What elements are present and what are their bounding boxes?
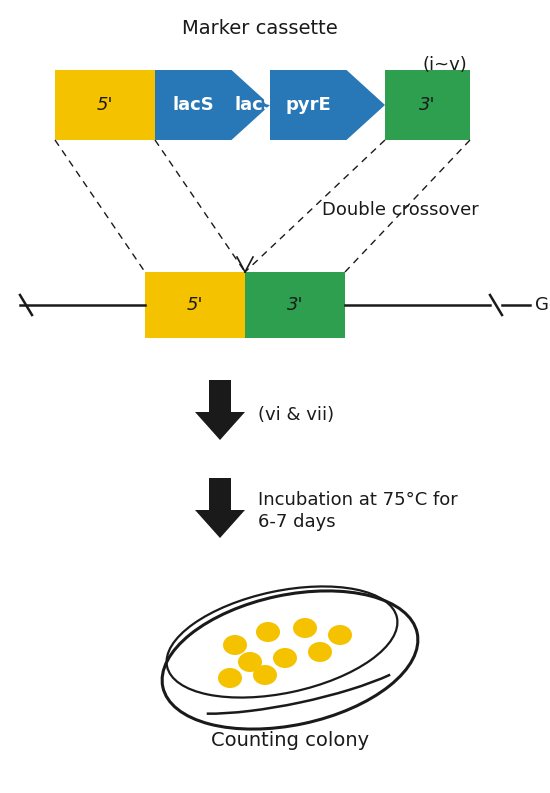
Text: Double crossover: Double crossover	[322, 201, 478, 219]
Text: 3': 3'	[287, 296, 303, 314]
Text: Counting colony: Counting colony	[211, 730, 369, 749]
Ellipse shape	[273, 648, 297, 668]
Ellipse shape	[328, 625, 352, 645]
Bar	[55, 70, 155, 140]
Text: 5': 5'	[97, 96, 113, 114]
Bar	[385, 70, 470, 140]
Ellipse shape	[223, 635, 247, 655]
FancyArrow shape	[270, 70, 385, 140]
Text: 6-7 days: 6-7 days	[258, 513, 336, 531]
Text: Genome: Genome	[535, 296, 550, 314]
FancyArrow shape	[195, 478, 245, 538]
Ellipse shape	[308, 642, 332, 662]
Ellipse shape	[253, 665, 277, 685]
Text: 5': 5'	[187, 296, 204, 314]
Ellipse shape	[293, 618, 317, 638]
Text: (i~v): (i~v)	[422, 56, 468, 74]
Text: 3': 3'	[419, 96, 436, 114]
Text: Marker cassette: Marker cassette	[182, 18, 338, 37]
Text: pyrE: pyrE	[285, 96, 331, 114]
Bar	[245, 272, 345, 338]
Text: lacS: lacS	[235, 96, 276, 114]
Bar	[145, 272, 245, 338]
Text: (vi & vii): (vi & vii)	[258, 406, 334, 424]
FancyArrow shape	[195, 380, 245, 440]
FancyArrow shape	[155, 70, 270, 140]
Text: lacS: lacS	[172, 96, 214, 114]
Text: Incubation at 75°C for: Incubation at 75°C for	[258, 491, 458, 509]
Ellipse shape	[218, 668, 242, 688]
Ellipse shape	[256, 622, 280, 642]
Ellipse shape	[238, 652, 262, 672]
